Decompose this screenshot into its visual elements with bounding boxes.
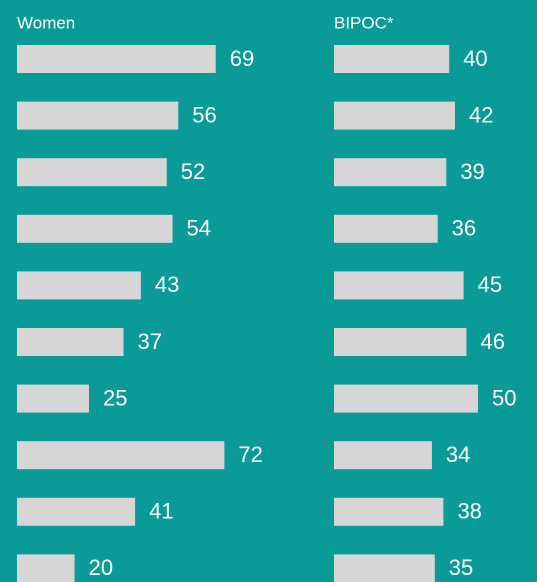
value-label: 69 xyxy=(230,46,254,71)
chart-title: Women xyxy=(17,13,75,32)
value-label: 56 xyxy=(192,102,216,127)
value-label: 25 xyxy=(103,385,127,410)
value-label: 35 xyxy=(449,555,473,580)
bar xyxy=(17,271,141,300)
bar xyxy=(334,45,450,73)
bar xyxy=(17,384,89,413)
value-label: 20 xyxy=(89,555,113,580)
value-label: 40 xyxy=(463,46,487,71)
bar xyxy=(334,328,467,356)
bar xyxy=(334,384,478,413)
bar xyxy=(334,271,464,300)
bar xyxy=(334,554,435,582)
value-label: 54 xyxy=(187,216,211,241)
bar xyxy=(17,441,225,470)
bar xyxy=(17,214,173,243)
value-label: 45 xyxy=(478,272,502,297)
value-label: 72 xyxy=(238,442,262,467)
bar xyxy=(334,497,444,526)
value-label: 41 xyxy=(149,499,173,524)
bar xyxy=(17,45,216,73)
bar xyxy=(334,441,432,470)
value-label: 42 xyxy=(469,102,493,127)
value-label: 37 xyxy=(138,329,162,354)
chart-title: BIPOC* xyxy=(334,13,394,32)
bar xyxy=(17,497,136,526)
bar xyxy=(17,554,75,582)
bar xyxy=(17,101,179,130)
value-label: 38 xyxy=(457,499,481,524)
value-label: 46 xyxy=(480,329,504,354)
value-label: 52 xyxy=(181,159,205,184)
value-label: 39 xyxy=(460,159,484,184)
value-label: 36 xyxy=(452,216,476,241)
value-label: 43 xyxy=(155,272,179,297)
bar xyxy=(334,158,447,187)
bar xyxy=(17,328,124,356)
value-label: 50 xyxy=(492,385,516,410)
value-label: 34 xyxy=(446,442,470,467)
bar xyxy=(17,158,167,187)
bar xyxy=(334,214,438,243)
bar xyxy=(334,101,455,130)
